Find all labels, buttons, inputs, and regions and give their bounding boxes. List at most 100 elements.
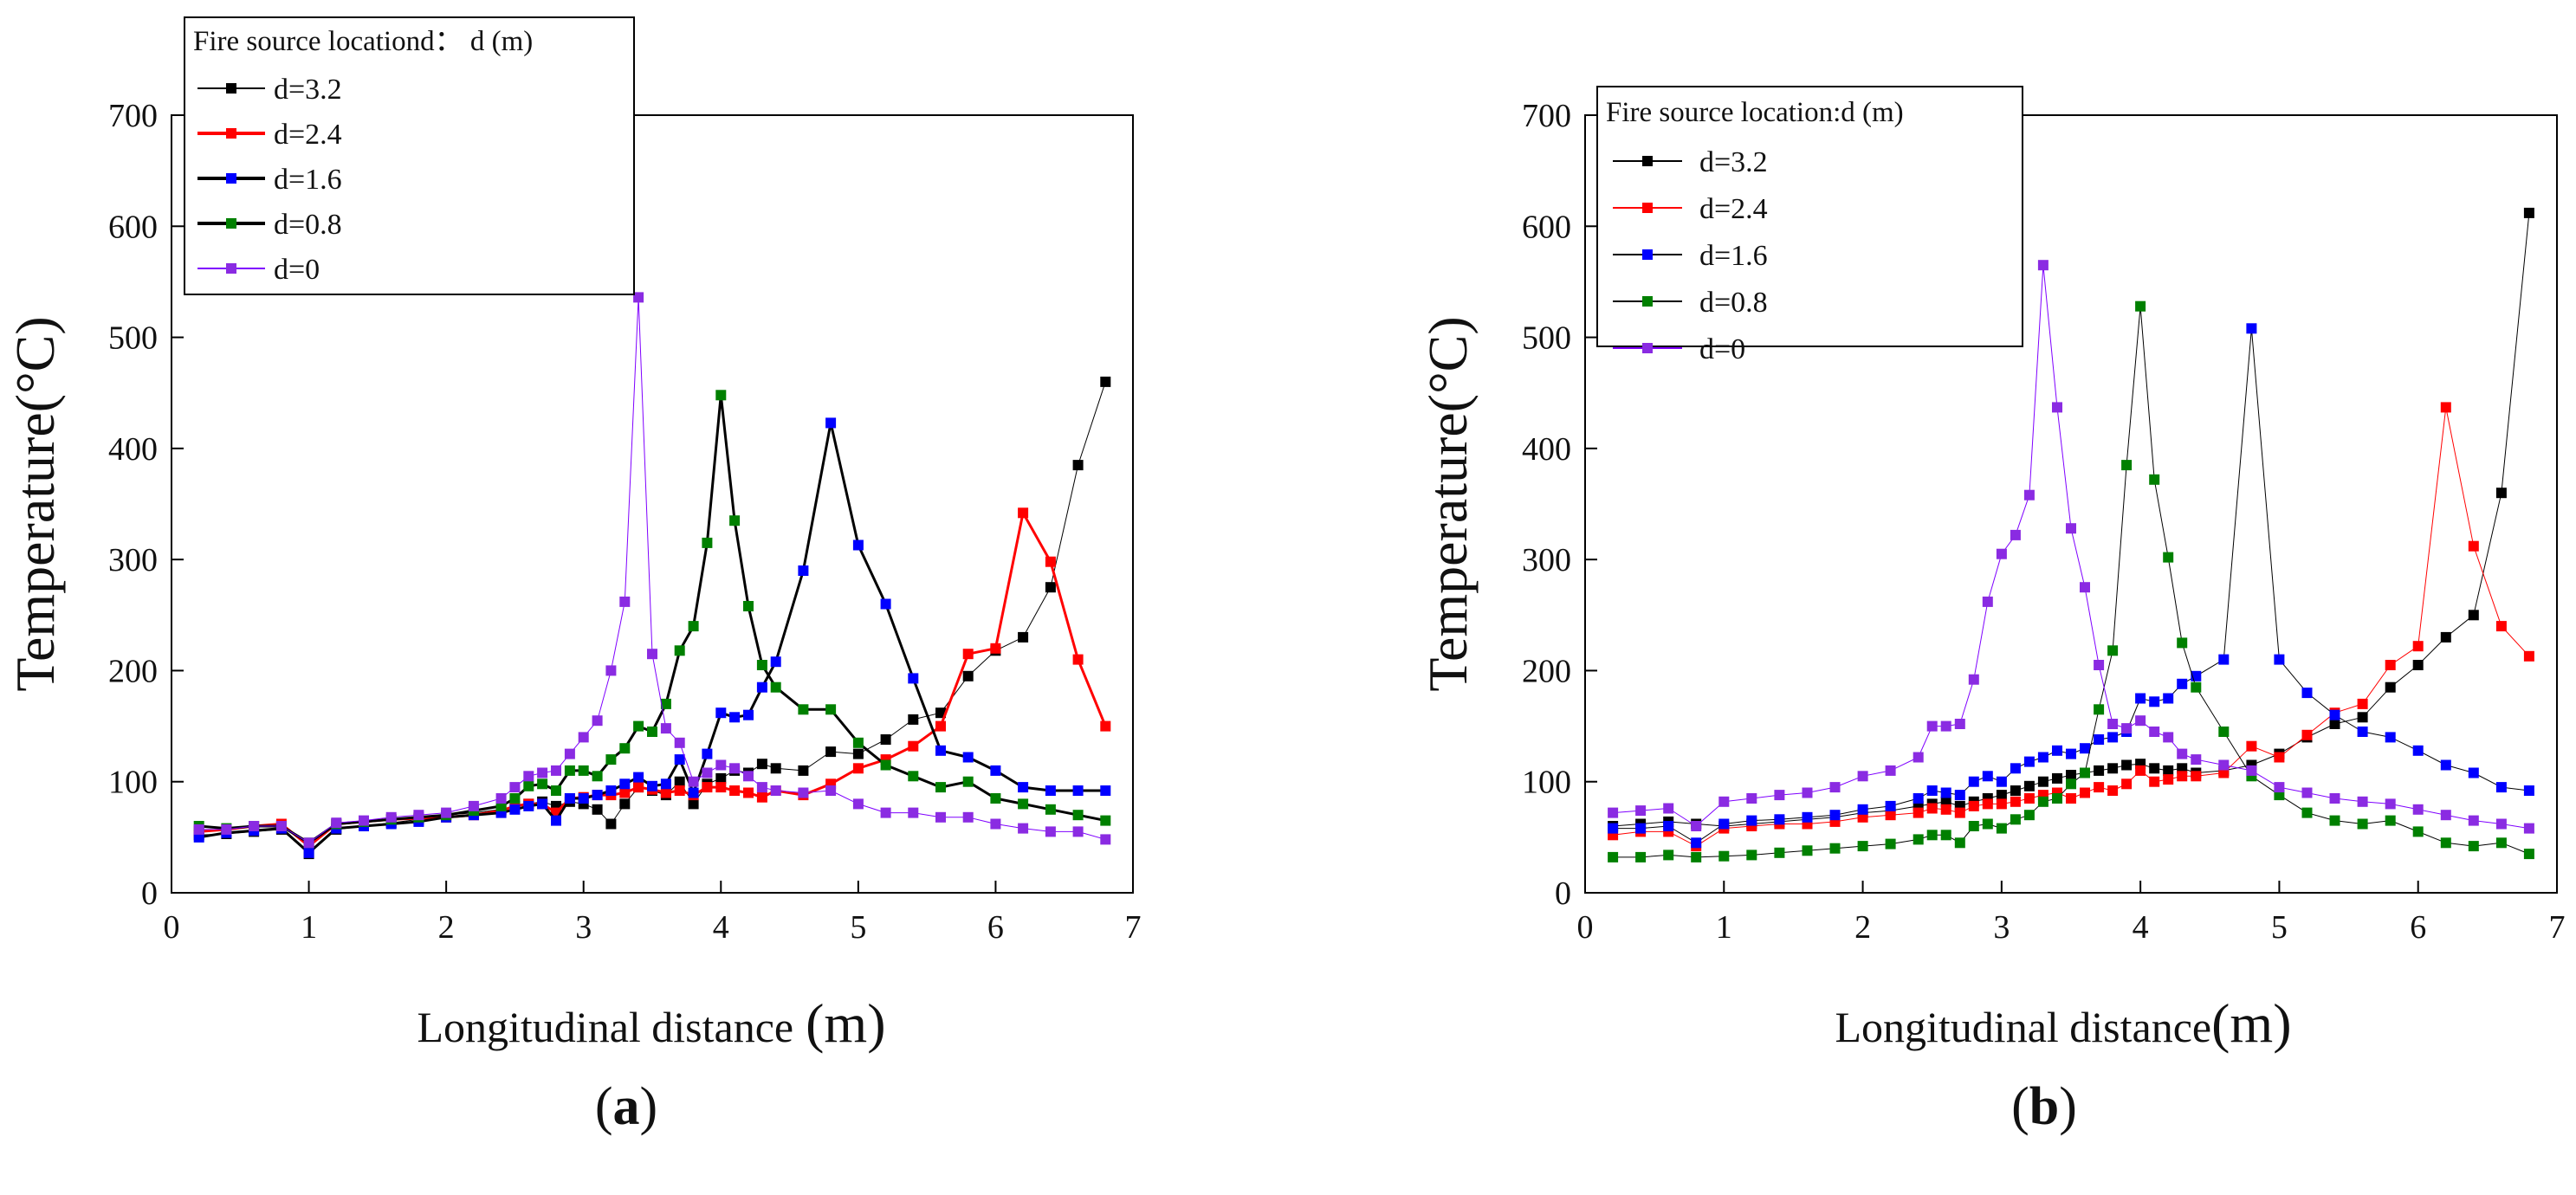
chart-b-series-d-0-8-point [2191,681,2202,693]
chart-b-series-d-1-6-point [2149,696,2160,707]
chart-b-series-d-1-6-point [2052,745,2062,756]
chart-a-series-d-2-4-point [619,787,631,798]
chart-a-series-d-0-8-point [729,515,741,526]
chart-b-series-d-0-point [1608,807,1619,818]
chart-a-series-d-1-6-point [729,712,741,723]
chart-a-series-d-0-point [935,811,946,823]
chart-a-series-d-3-2-point [798,765,809,776]
chart-a-x-tick-label: 2 [438,909,455,946]
chart-b-series-d-2-4-point [1968,800,1979,811]
chart-a-series-d-0-point [880,807,891,818]
chart-a-series-d-0-point [647,649,657,660]
chart-b-series-d-0-8-point [2107,645,2119,656]
chart-b-series-d-1-6-point [1746,815,1757,826]
chart-b-plot-frame [1584,114,2558,894]
chart-b-series-d-3-2-point [2385,681,2396,693]
chart-b-series-d-2-4-point [2246,740,2257,752]
chart-b-series-d-0-8-point [2080,767,2090,778]
chart-b-legend-box [1596,86,2023,347]
chart-a-series-d-1-6-point [564,793,575,804]
chart-b-series-d-0-8-point [1885,838,1896,849]
chart-b-x-tick-label: 5 [2271,909,2288,946]
chart-b-series-d-0-8-point [1968,821,1979,831]
chart-a-series-d-0-8-point [743,601,754,611]
chart-b-series-d-1-6-point [1635,823,1647,834]
chart-a-series-d-1-6-point [798,565,809,576]
chart-b-series-d-1-6-point [2301,688,2313,699]
chart-b-series-d-1-6-point [1982,771,1993,782]
chart-a-series-d-1-6-point [756,681,767,693]
chart-b-series-d-2-4-point [1885,810,1896,821]
chart-b-series-d-0-8-point [2149,474,2160,485]
chart-a-series-d-3-2-point [1100,376,1111,387]
chart-b-series-d-3-2-point [2412,660,2424,670]
chart-a-series-d-0-point [523,771,534,782]
chart-b-series-d-3-2-point [2163,765,2174,776]
chart-a-x-axis-title: Longitudinal distance (m) [417,992,885,1054]
chart-b-series-d-0-point [2412,804,2424,815]
chart-b-series-d-1-6-point [1926,785,1938,796]
chart-a-series-d-1-6-point [551,815,561,826]
chart-b-series-d-0-point [1857,771,1868,782]
chart-a-series-d-0-point [303,837,314,849]
chart-b-series-d-3-2-point [2149,763,2160,774]
chart-b-series-d-0-8-point [1954,837,1965,849]
chart-a-series-d-0-8-point [1045,804,1056,815]
chart-a-series-d-3-2-point [592,804,603,815]
chart-b-series-d-1-6-point [1663,821,1674,831]
chart-a-series-d-1-6-point [1018,782,1029,793]
chart-a-series-d-0-8-point [1072,810,1084,821]
chart-a-series-d-1-6-point [852,539,864,551]
chart-b-series-d-0-point [1718,796,1730,807]
chart-b-series-d-3-2-point [2094,765,2105,776]
chart-a-series-d-0-8-point [551,785,561,796]
chart-b-series-d-1-6-point [2010,763,2021,774]
chart-a-series-d-2-4-point [935,720,946,732]
chart-a-series-d-1-6-point [578,793,589,804]
chart-b-series-d-1-6-point [2218,654,2230,665]
chart-a-series-d-0-point [715,759,727,771]
chart-b-series-d-2-4-point [2440,402,2451,413]
chart-b-series-d-0-8-point [2357,818,2368,830]
chart-b-x-axis-title-text: Longitudinal distance [1835,1003,2211,1051]
chart-a-series-d-0-point [468,800,479,811]
chart-a-legend-item-d-3-2-marker [226,83,236,94]
chart-b-series-d-0-point [2357,796,2368,807]
chart-a-series-d-0-8-point [509,793,521,804]
chart-b-series-d-1-6-point [2023,756,2035,767]
chart-b-y-axis-title: Temperature(°C) [1417,316,1479,691]
chart-panel-a: 0 1 2 3 4 5 6 7 0 100 200 300 400 500 600 700 Longitudin… [4,16,1142,1054]
chart-b-series-d-0-8-point [1608,851,1619,862]
chart-a-series-d-0-point [756,782,767,793]
chart-a-series-d-0-8-point [770,681,781,693]
chart-b-series-d-2-4-point [2468,540,2479,552]
chart-b-series-d-3-2-point [2010,785,2021,796]
chart-a-series-d-1-6-point [880,598,891,610]
chart-b-series-d-2-4-point [2080,787,2090,798]
chart-b-series-d-3-2-point [2037,776,2049,787]
chart-a-legend-item-d-0-marker [226,263,236,274]
chart-b-series-d-0-point [1913,752,1924,763]
chart-b-series-d-3-2-point [2066,770,2076,780]
chart-b-series-d-3-2-point [1996,790,2007,801]
chart-a-series-d-1-6-point [674,754,685,765]
chart-a-legend-item-d-1-6-label: d=1.6 [274,164,342,196]
chart-a-series-d-2-4-point [633,782,644,793]
chart-a-series-d-0-8-point [1018,798,1029,810]
chart-b-series-d-0-point [2191,754,2202,765]
chart-b-series-d-0-8-point [1802,845,1813,856]
chart-a-series-d-2-4-point [990,643,1001,654]
chart-b-series-d-1-6-point [1774,814,1785,825]
chart-b-series-d-3-2-point [2440,631,2451,643]
chart-a-series-d-0-point [495,793,507,804]
chart-b-x-axis-title: Longitudinal distance(m) [1835,992,2291,1054]
chart-a-series-d-2-4-point [674,785,685,796]
chart-b-series-d-2-4-point [2010,796,2021,807]
chart-a-series-d-0-8-point [537,778,548,790]
chart-a-series-d-3-2-point [715,772,727,784]
chart-a-series-d-1-6-point [592,790,603,801]
chart-a-y-tick-label: 100 [108,765,158,801]
chart-b-series-d-3-2-point [2357,712,2368,723]
chart-b-y-tick-label: 400 [1522,431,1571,468]
